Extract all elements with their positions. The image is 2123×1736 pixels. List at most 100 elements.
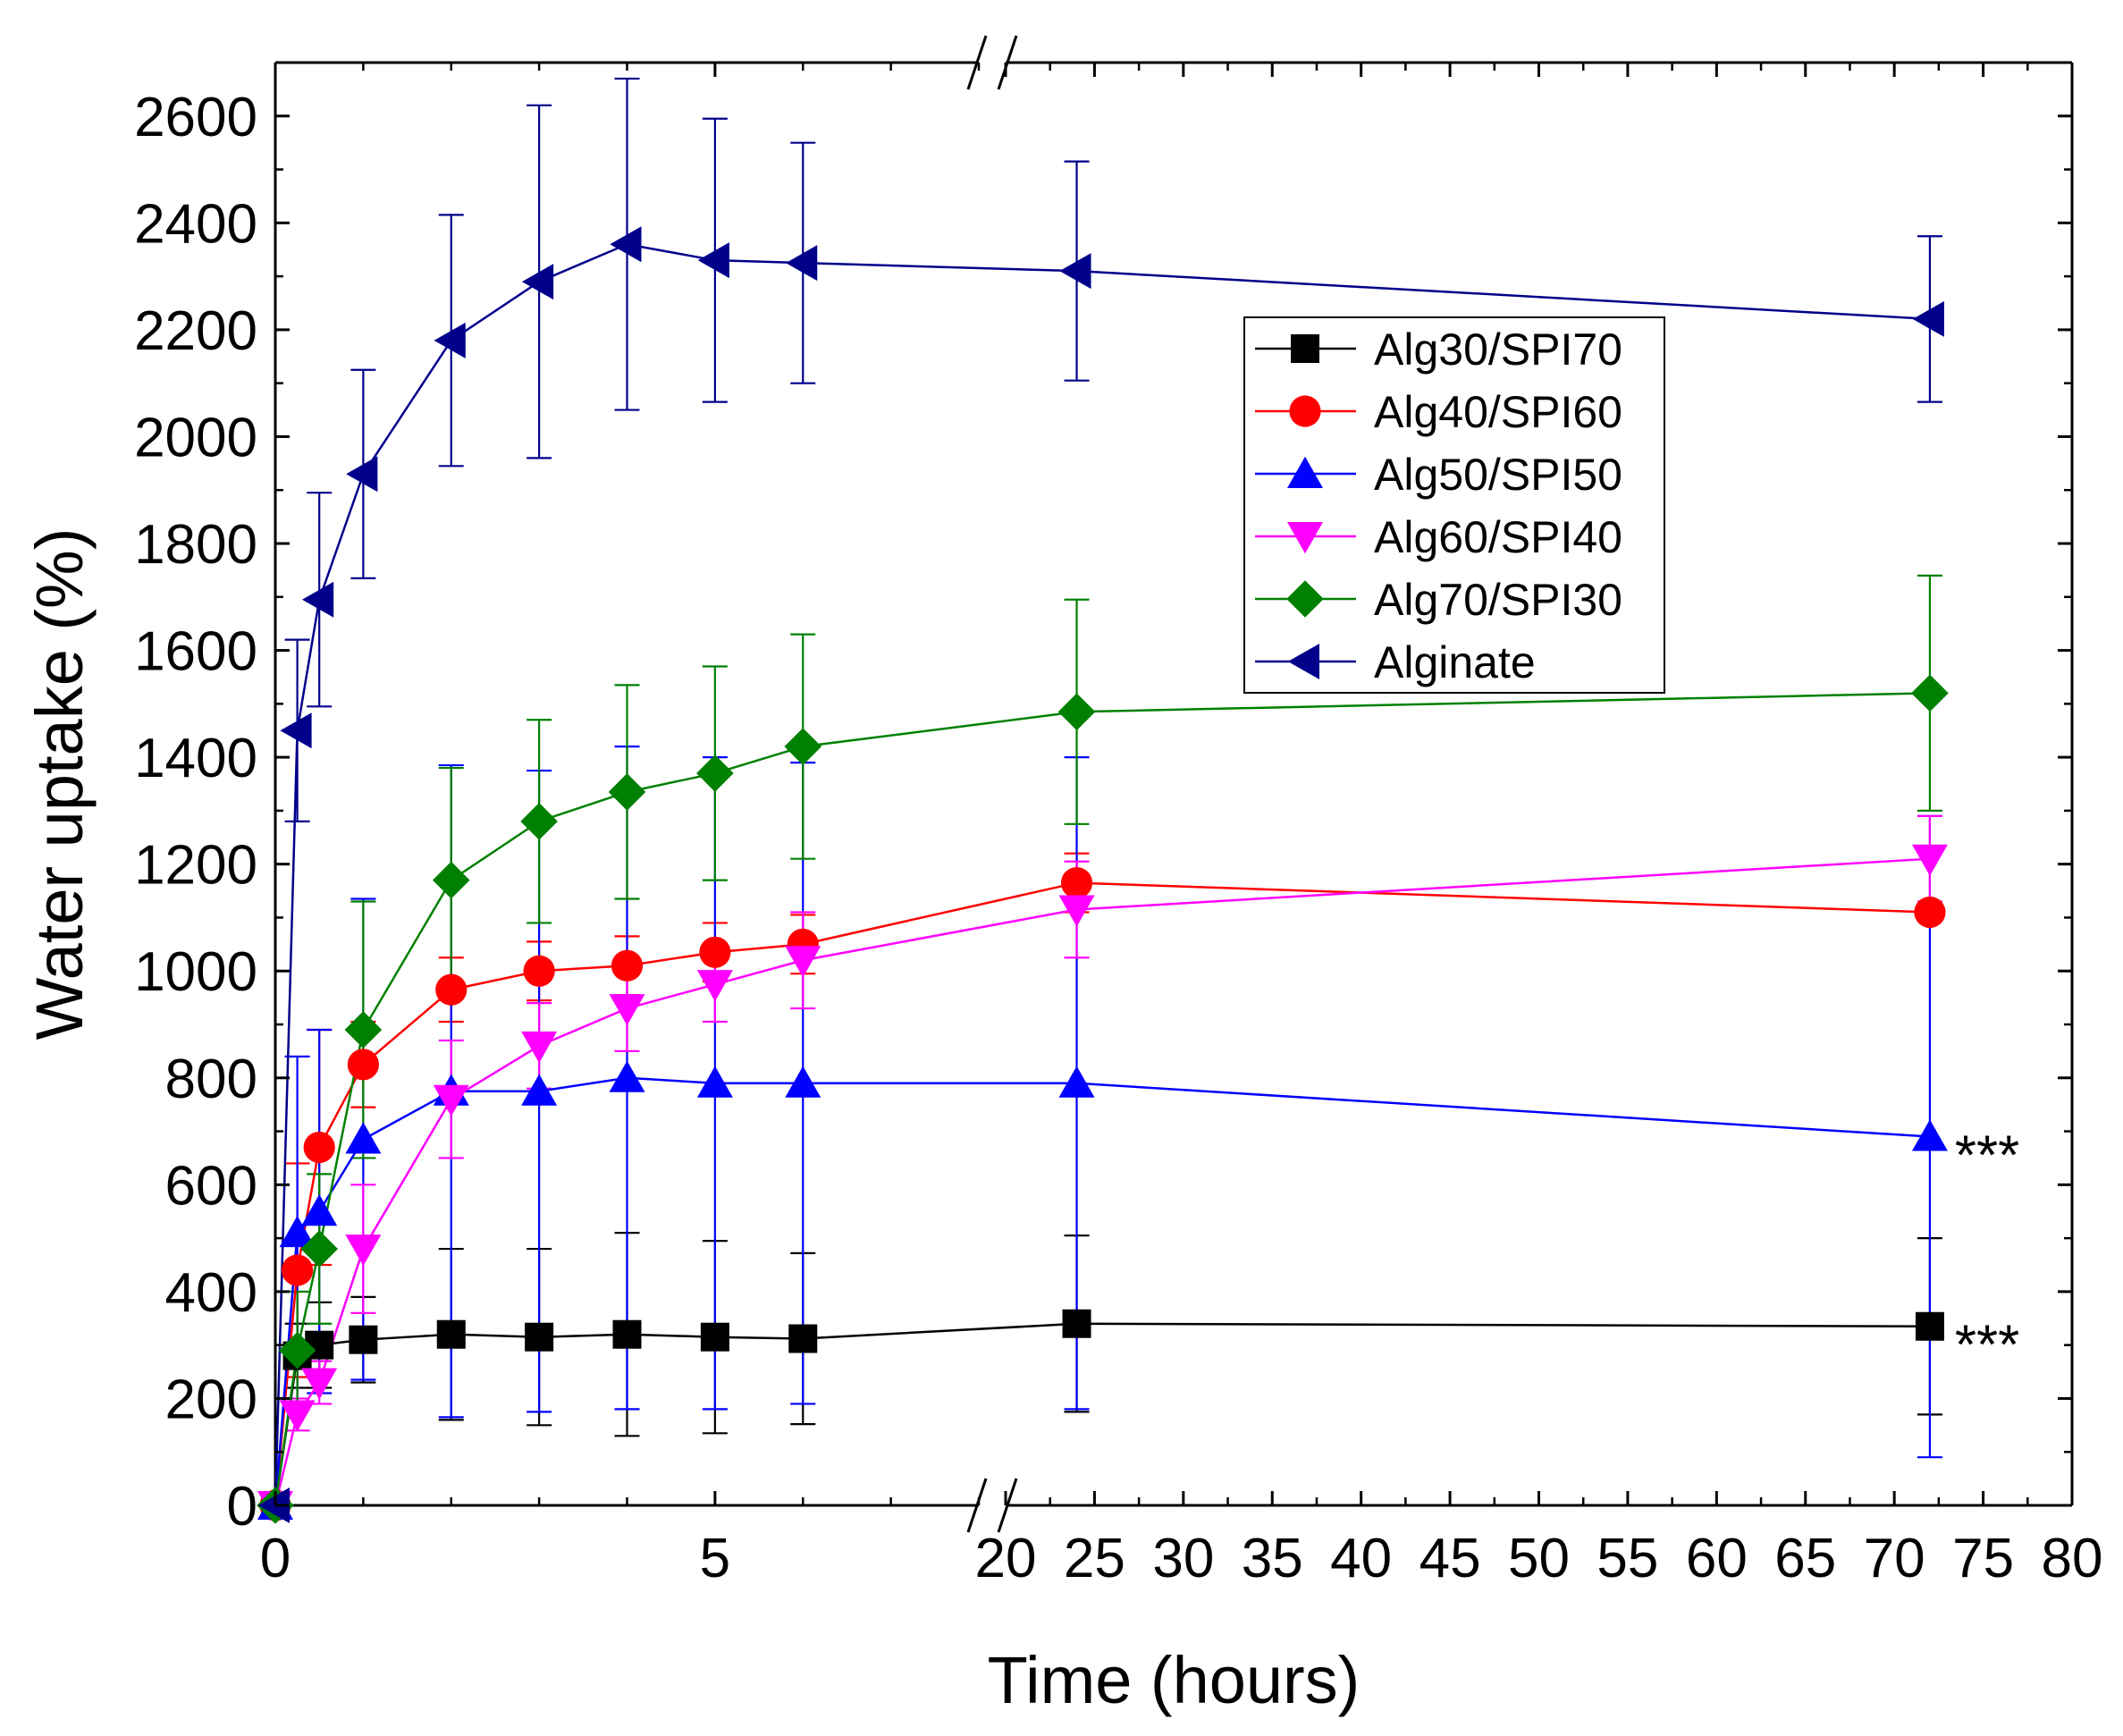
axes-group: 0 200 400 600 800 1000 1200 1400 1600 1800 2000 220… xyxy=(134,61,2103,1589)
y-tick-label: 1000 xyxy=(134,941,257,1003)
data-point-alginate xyxy=(301,581,334,618)
legend-label-alg40-spi60: Alg40/SPI60 xyxy=(1374,387,1622,437)
y-tick-label: 400 xyxy=(165,1262,257,1324)
x-axis-title: Time (hours) xyxy=(988,1643,1361,1717)
legend-marker-alginate xyxy=(1287,644,1319,679)
series-line-alg60-spi40 xyxy=(274,857,1931,1506)
data-point-alg60-spi40 xyxy=(1911,844,1948,876)
data-point-alg50-spi50 xyxy=(345,1122,382,1154)
data-point-alginate xyxy=(280,712,312,749)
legend-marker-alg30-spi70 xyxy=(1291,334,1319,363)
data-point-alg40-spi60 xyxy=(435,973,468,1006)
y-tick-label: 2200 xyxy=(134,300,257,362)
data-point-alg60-spi40 xyxy=(433,1084,469,1117)
data-point-alg70-spi30 xyxy=(696,754,734,792)
data-point-alg60-spi40 xyxy=(521,1031,558,1064)
data-point-alg50-spi50 xyxy=(521,1074,558,1106)
x-tick-label: 25 xyxy=(1064,1528,1125,1589)
data-point-alg30-spi70 xyxy=(612,1319,642,1349)
data-point-alg60-spi40 xyxy=(301,1368,338,1400)
y-tick-label: 1800 xyxy=(134,514,257,576)
legend-label-alginate: Alginate xyxy=(1374,637,1536,687)
annotations-group: *** *** xyxy=(1955,1125,2019,1377)
y-tick-label: 600 xyxy=(165,1155,257,1217)
series-lines-group xyxy=(274,242,1931,1506)
x-tick-label: 5 xyxy=(700,1528,730,1589)
data-point-alg70-spi30 xyxy=(784,728,822,765)
legend-marker-alg70-spi30 xyxy=(1286,580,1324,618)
data-point-alg70-spi30 xyxy=(278,1331,316,1369)
x-tick-label: 55 xyxy=(1596,1528,1658,1589)
legend: Alg30/SPI70 Alg40/SPI60 Alg50/SPI50 Alg60/S… xyxy=(1243,316,1665,694)
data-point-alg70-spi30 xyxy=(1911,674,1949,712)
y-tick-label: 800 xyxy=(165,1049,257,1110)
data-point-alg60-spi40 xyxy=(279,1400,316,1432)
data-point-alg50-spi50 xyxy=(1911,1119,1948,1151)
data-point-alg50-spi50 xyxy=(1058,1066,1095,1098)
data-point-alg50-spi50 xyxy=(609,1060,645,1092)
data-point-alg30-spi70 xyxy=(1062,1309,1091,1338)
significance-annotation: *** xyxy=(1955,1315,2019,1377)
data-point-alg40-spi60 xyxy=(1060,866,1093,899)
x-tick-label: 40 xyxy=(1330,1528,1392,1589)
plot-frame-group xyxy=(274,35,2074,1533)
data-point-alg50-spi50 xyxy=(785,1066,821,1098)
series-line-alg70-spi30 xyxy=(274,692,1930,1506)
x-tick-label: 65 xyxy=(1774,1528,1836,1589)
y-tick-label: 200 xyxy=(165,1369,257,1430)
data-point-alg30-spi70 xyxy=(788,1324,818,1353)
data-point-alg40-spi60 xyxy=(699,936,731,968)
series-line-alg30-spi70 xyxy=(274,1322,1930,1506)
y-tick-label: 2000 xyxy=(134,407,257,468)
legend-label-alg60-spi40: Alg60/SPI40 xyxy=(1374,512,1622,562)
data-point-alg60-spi40 xyxy=(696,970,733,1002)
y-tick-label: 1400 xyxy=(134,728,257,789)
data-point-alg40-spi60 xyxy=(611,949,644,982)
legend-label-alg50-spi50: Alg50/SPI50 xyxy=(1374,450,1622,500)
axis-break-top-1 xyxy=(966,35,988,90)
x-tick-label: 70 xyxy=(1864,1528,1925,1589)
x-tick-label: 60 xyxy=(1686,1528,1748,1589)
data-point-alg30-spi70 xyxy=(525,1322,554,1352)
series-markers-group xyxy=(257,226,1949,1524)
data-point-alg40-spi60 xyxy=(347,1049,379,1081)
data-point-alg60-spi40 xyxy=(609,994,645,1026)
data-point-alg30-spi70 xyxy=(1915,1311,1944,1341)
y-tick-label: 1200 xyxy=(134,835,257,897)
x-tick-label: 80 xyxy=(2042,1528,2103,1589)
data-point-alg70-spi30 xyxy=(1057,693,1096,731)
data-point-alg30-spi70 xyxy=(349,1325,378,1354)
x-tick-label: 45 xyxy=(1420,1528,1481,1589)
data-point-alginate xyxy=(346,456,378,493)
data-point-alginate xyxy=(1059,253,1091,290)
data-point-alg70-spi30 xyxy=(432,861,470,899)
x-tick-label: 20 xyxy=(975,1528,1037,1589)
legend-label-alg30-spi70: Alg30/SPI70 xyxy=(1374,324,1622,375)
legend-marker-alg60-spi40 xyxy=(1287,522,1323,554)
data-point-alg40-spi60 xyxy=(1914,896,1946,929)
y-tick-label: 1600 xyxy=(134,621,257,683)
data-point-alg60-spi40 xyxy=(345,1235,382,1267)
series-line-alginate xyxy=(274,242,1931,1506)
data-point-alg30-spi70 xyxy=(436,1319,466,1349)
data-point-alginate xyxy=(697,242,729,279)
data-point-alg50-spi50 xyxy=(301,1194,338,1226)
data-point-alg70-spi30 xyxy=(300,1230,338,1268)
data-point-alg60-spi40 xyxy=(785,946,821,978)
data-point-alg70-spi30 xyxy=(608,773,646,811)
legend-label-alg70-spi30: Alg70/SPI30 xyxy=(1374,575,1622,625)
data-point-alginate xyxy=(610,226,642,263)
x-tick-label: 75 xyxy=(1952,1528,2014,1589)
legend-marker-alg40-spi60 xyxy=(1289,395,1321,427)
data-point-alg70-spi30 xyxy=(344,1011,383,1049)
axis-break-bottom-2 xyxy=(997,1478,1018,1533)
y-tick-label: 0 xyxy=(227,1476,257,1538)
data-point-alginate xyxy=(1912,300,1944,337)
series-line-alg50-spi50 xyxy=(274,1076,1931,1506)
data-point-alg50-spi50 xyxy=(696,1066,733,1098)
data-point-alg60-spi40 xyxy=(1058,895,1095,927)
series-line-alg40-spi60 xyxy=(274,881,1930,1506)
legend-box xyxy=(1243,316,1665,694)
data-point-alginate xyxy=(521,264,554,300)
